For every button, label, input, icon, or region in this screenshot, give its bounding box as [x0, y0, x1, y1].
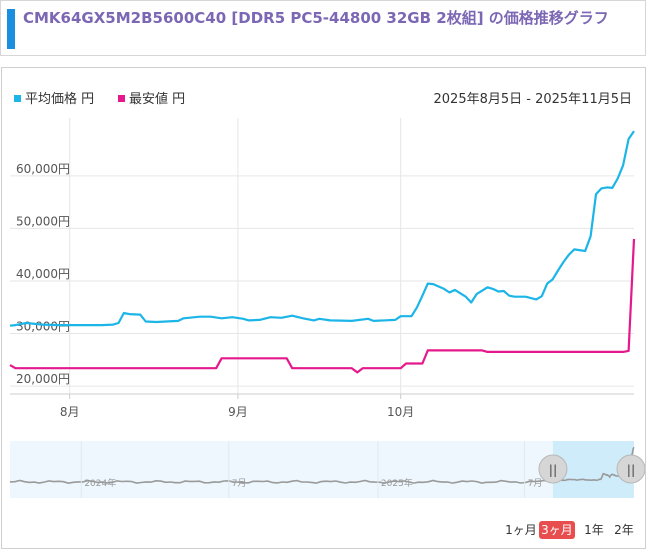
price-chart: 平均価格 円 最安値 円 2025年8月5日 - 2025年11月5日 20,0… [9, 91, 646, 539]
legend-avg-label[interactable]: 平均価格 円 [25, 91, 94, 107]
range-button-1[interactable]: 1ヶ月 [505, 523, 537, 537]
range-selector: 1ヶ月 3ヶ月 1年 2年 [505, 521, 634, 539]
navigator-handle-right[interactable]: || [616, 454, 646, 484]
plot-lines [9, 130, 636, 374]
handle-grip-icon: || [549, 463, 558, 477]
range-button-label: 2年 [614, 523, 634, 537]
navigator-label: 7月 [232, 478, 247, 489]
navigator-handle-left[interactable]: || [538, 454, 568, 484]
x-tick-label: 10月 [387, 405, 414, 419]
plot-grid [10, 118, 634, 394]
range-button-label: 1年 [584, 523, 604, 537]
plot-axis: 20,000円 30,000円 40,000円 50,000円 60,000円 8月 9月 1… [10, 162, 634, 419]
y-tick-label: 60,000円 [16, 162, 70, 176]
chart-container: 平均価格 円 最安値 円 2025年8月5日 - 2025年11月5日 20,0… [1, 67, 646, 549]
range-button-4[interactable]: 2年 [614, 523, 634, 537]
legend-min-label[interactable]: 最安値 円 [129, 91, 185, 107]
navigator-label: 7月 [528, 478, 543, 489]
page-title: CMK64GX5M2B5600C40 [DDR5 PC5-44800 32GB … [23, 9, 609, 27]
navigator[interactable]: 2024年 7月 2025年 7月 || || [9, 441, 646, 498]
legend: 平均価格 円 最安値 円 [14, 91, 185, 107]
x-tick-label: 9月 [228, 405, 248, 419]
legend-avg-swatch[interactable] [14, 95, 21, 102]
title-accent-bar [7, 9, 15, 49]
range-button-3[interactable]: 1年 [584, 523, 604, 537]
y-tick-label: 30,000円 [16, 320, 70, 334]
range-button-active-bg [539, 521, 575, 539]
navigator-label: 2024年 [84, 477, 116, 489]
legend-min-swatch[interactable] [118, 95, 125, 102]
y-tick-label: 40,000円 [16, 267, 70, 281]
date-range-label: 2025年8月5日 - 2025年11月5日 [434, 92, 632, 107]
series-avg-line [9, 130, 635, 327]
handle-knob[interactable] [538, 454, 568, 484]
range-button-2[interactable]: 3ヶ月 [539, 521, 575, 539]
x-tick-label: 8月 [60, 405, 80, 419]
range-button-label: 1ヶ月 [505, 523, 537, 537]
y-tick-label: 20,000円 [16, 372, 70, 386]
navigator-label: 2025年 [381, 477, 413, 489]
range-button-label: 3ヶ月 [541, 523, 573, 537]
y-tick-label: 50,000円 [16, 214, 70, 228]
handle-grip-icon: || [627, 463, 636, 477]
navigator-series-line [9, 446, 635, 485]
series-min-line [9, 238, 636, 374]
navigator-background [10, 441, 634, 498]
title-box: CMK64GX5M2B5600C40 [DDR5 PC5-44800 32GB … [0, 0, 646, 56]
